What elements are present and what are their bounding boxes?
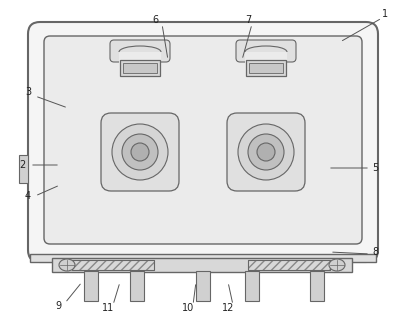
Bar bbox=[244, 271, 258, 301]
Circle shape bbox=[256, 143, 274, 161]
FancyBboxPatch shape bbox=[28, 22, 377, 262]
Bar bbox=[248, 63, 282, 73]
Bar bbox=[84, 271, 98, 301]
Bar bbox=[123, 63, 157, 73]
FancyBboxPatch shape bbox=[110, 40, 170, 62]
Text: 9: 9 bbox=[55, 301, 61, 311]
Circle shape bbox=[131, 143, 149, 161]
Text: 3: 3 bbox=[25, 87, 31, 97]
Bar bbox=[30, 254, 375, 262]
Text: 1: 1 bbox=[381, 9, 387, 19]
Bar bbox=[309, 271, 323, 301]
Bar bbox=[120, 60, 160, 76]
Bar bbox=[72, 260, 153, 270]
Bar bbox=[247, 260, 329, 270]
Ellipse shape bbox=[59, 259, 75, 271]
Circle shape bbox=[237, 124, 293, 180]
Text: 11: 11 bbox=[102, 303, 114, 313]
Text: 8: 8 bbox=[371, 247, 377, 257]
FancyBboxPatch shape bbox=[101, 113, 179, 191]
Bar bbox=[244, 52, 286, 74]
Circle shape bbox=[247, 134, 284, 170]
Bar bbox=[52, 258, 351, 272]
Bar bbox=[196, 271, 209, 301]
Bar bbox=[245, 60, 285, 76]
Circle shape bbox=[112, 124, 168, 180]
Text: 12: 12 bbox=[221, 303, 234, 313]
Text: 5: 5 bbox=[371, 163, 377, 173]
FancyBboxPatch shape bbox=[44, 36, 361, 244]
Bar bbox=[119, 52, 161, 74]
Bar bbox=[130, 271, 144, 301]
Circle shape bbox=[122, 134, 158, 170]
Ellipse shape bbox=[328, 259, 344, 271]
Text: 2: 2 bbox=[19, 160, 25, 170]
Text: 6: 6 bbox=[151, 15, 158, 25]
Bar bbox=[72, 260, 153, 270]
FancyBboxPatch shape bbox=[226, 113, 304, 191]
Bar bbox=[247, 260, 329, 270]
Bar bbox=[19, 155, 28, 183]
Text: 7: 7 bbox=[244, 15, 251, 25]
FancyBboxPatch shape bbox=[235, 40, 295, 62]
Text: 10: 10 bbox=[181, 303, 194, 313]
Text: 4: 4 bbox=[25, 191, 31, 201]
